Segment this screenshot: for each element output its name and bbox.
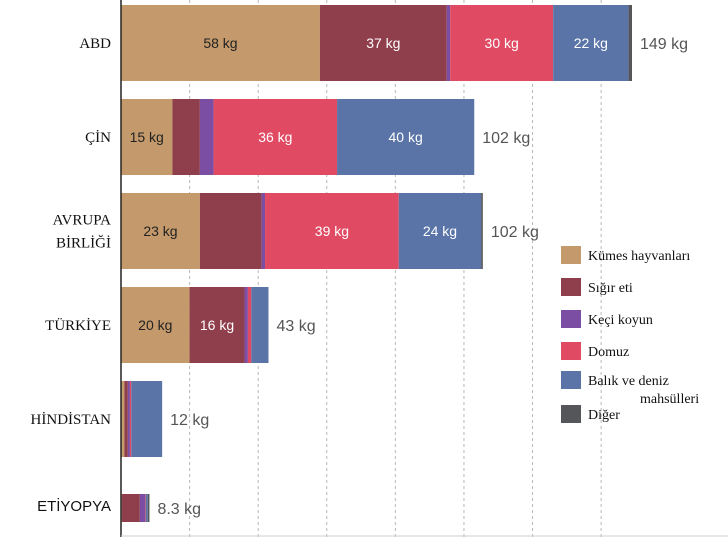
legend-swatch — [561, 371, 581, 389]
segment-value-label: 24 kg — [423, 223, 457, 239]
bar-segment — [446, 5, 451, 81]
bar-segment — [553, 5, 629, 81]
legend-label: Domuz — [588, 345, 629, 360]
legend-swatch — [561, 310, 581, 328]
bar-segment — [147, 494, 150, 522]
segment-value-label: 39 kg — [315, 223, 349, 239]
segment-value-label: 37 kg — [366, 35, 400, 51]
total-labels: 149 kg 102 kg 102 kg 43 kg 12 kg 8.3 kg — [157, 36, 688, 518]
bar-segment — [122, 494, 140, 522]
bar-segment — [199, 99, 214, 175]
bar-segment — [251, 287, 269, 363]
legend-label: Diğer — [588, 408, 620, 423]
bar-segment — [124, 381, 128, 457]
bar-segment — [172, 99, 200, 175]
bar-segment — [121, 287, 190, 363]
bar-segment — [244, 287, 248, 363]
segment-value-label: 16 kg — [200, 317, 234, 333]
bar-segment — [481, 193, 483, 269]
bar-segment — [189, 287, 245, 363]
legend-label: Kümes hayvanları — [588, 249, 690, 264]
bar-segment — [398, 193, 482, 269]
segment-value-label: 20 kg — [138, 317, 172, 333]
bar-segment — [121, 193, 200, 269]
segment-value-label: 30 kg — [485, 35, 519, 51]
total-value-label: 102 kg — [491, 224, 539, 241]
bar-segment — [213, 99, 338, 175]
legend: Kümes hayvanları Sığır eti Keçi koyun Domuz… — [561, 246, 699, 423]
bar-segment — [247, 287, 252, 363]
category-label: HİNDİSTAN — [31, 412, 112, 428]
total-value-label: 8.3 kg — [157, 501, 201, 518]
segment-value-label: 22 kg — [574, 35, 608, 51]
segment-value-label: 15 kg — [130, 129, 164, 145]
legend-swatch — [561, 342, 581, 360]
legend-label-line2: mahsülleri — [640, 392, 699, 407]
category-label: ETİYOPYA — [37, 497, 111, 515]
bar-segment — [145, 494, 146, 522]
segment-value-label: 40 kg — [389, 129, 423, 145]
bar-segment — [261, 193, 266, 269]
total-value-label: 12 kg — [170, 412, 209, 429]
total-value-label: 149 kg — [640, 36, 688, 53]
bar-segment — [265, 193, 399, 269]
bar-segment — [628, 5, 632, 81]
legend-label: Keçi koyun — [588, 313, 653, 328]
bar-segment — [145, 494, 148, 522]
legend-label: Sığır eti — [588, 281, 633, 296]
legend-swatch — [561, 246, 581, 264]
bar-segment — [131, 381, 163, 457]
bars: 58 kg 37 kg 30 kg 22 kg 15 kg 36 kg 40 kg 23 kg… — [121, 5, 632, 522]
bar-segment — [121, 99, 173, 175]
bar-segment — [450, 5, 554, 81]
total-value-label: 43 kg — [276, 318, 315, 335]
segment-value-label: 36 kg — [258, 129, 292, 145]
bar-segment — [319, 5, 447, 81]
category-label: TÜRKİYE — [45, 317, 111, 334]
category-labels: ABD ÇİN AVRUPA BİRLİĞİ TÜRKİYE HİNDİSTAN ETİYO… — [31, 36, 112, 515]
bar-segment — [129, 381, 132, 457]
category-label: AVRUPA — [53, 213, 112, 229]
category-label: BİRLİĞİ — [56, 235, 111, 252]
bar-segment — [199, 193, 262, 269]
legend-swatch — [561, 278, 581, 296]
category-label: ÇİN — [85, 130, 111, 146]
bar-segment — [121, 381, 125, 457]
segment-value-label: 58 kg — [203, 35, 237, 51]
legend-swatch — [561, 405, 581, 423]
total-value-label: 102 kg — [482, 130, 530, 147]
bar-segment — [121, 5, 320, 81]
legend-label: Balık ve deniz — [588, 374, 669, 389]
bar-segment — [337, 99, 475, 175]
category-label: ABD — [79, 36, 111, 52]
bar-segment — [139, 494, 146, 522]
segment-value-label: 23 kg — [143, 223, 177, 239]
bar-segment — [127, 381, 130, 457]
